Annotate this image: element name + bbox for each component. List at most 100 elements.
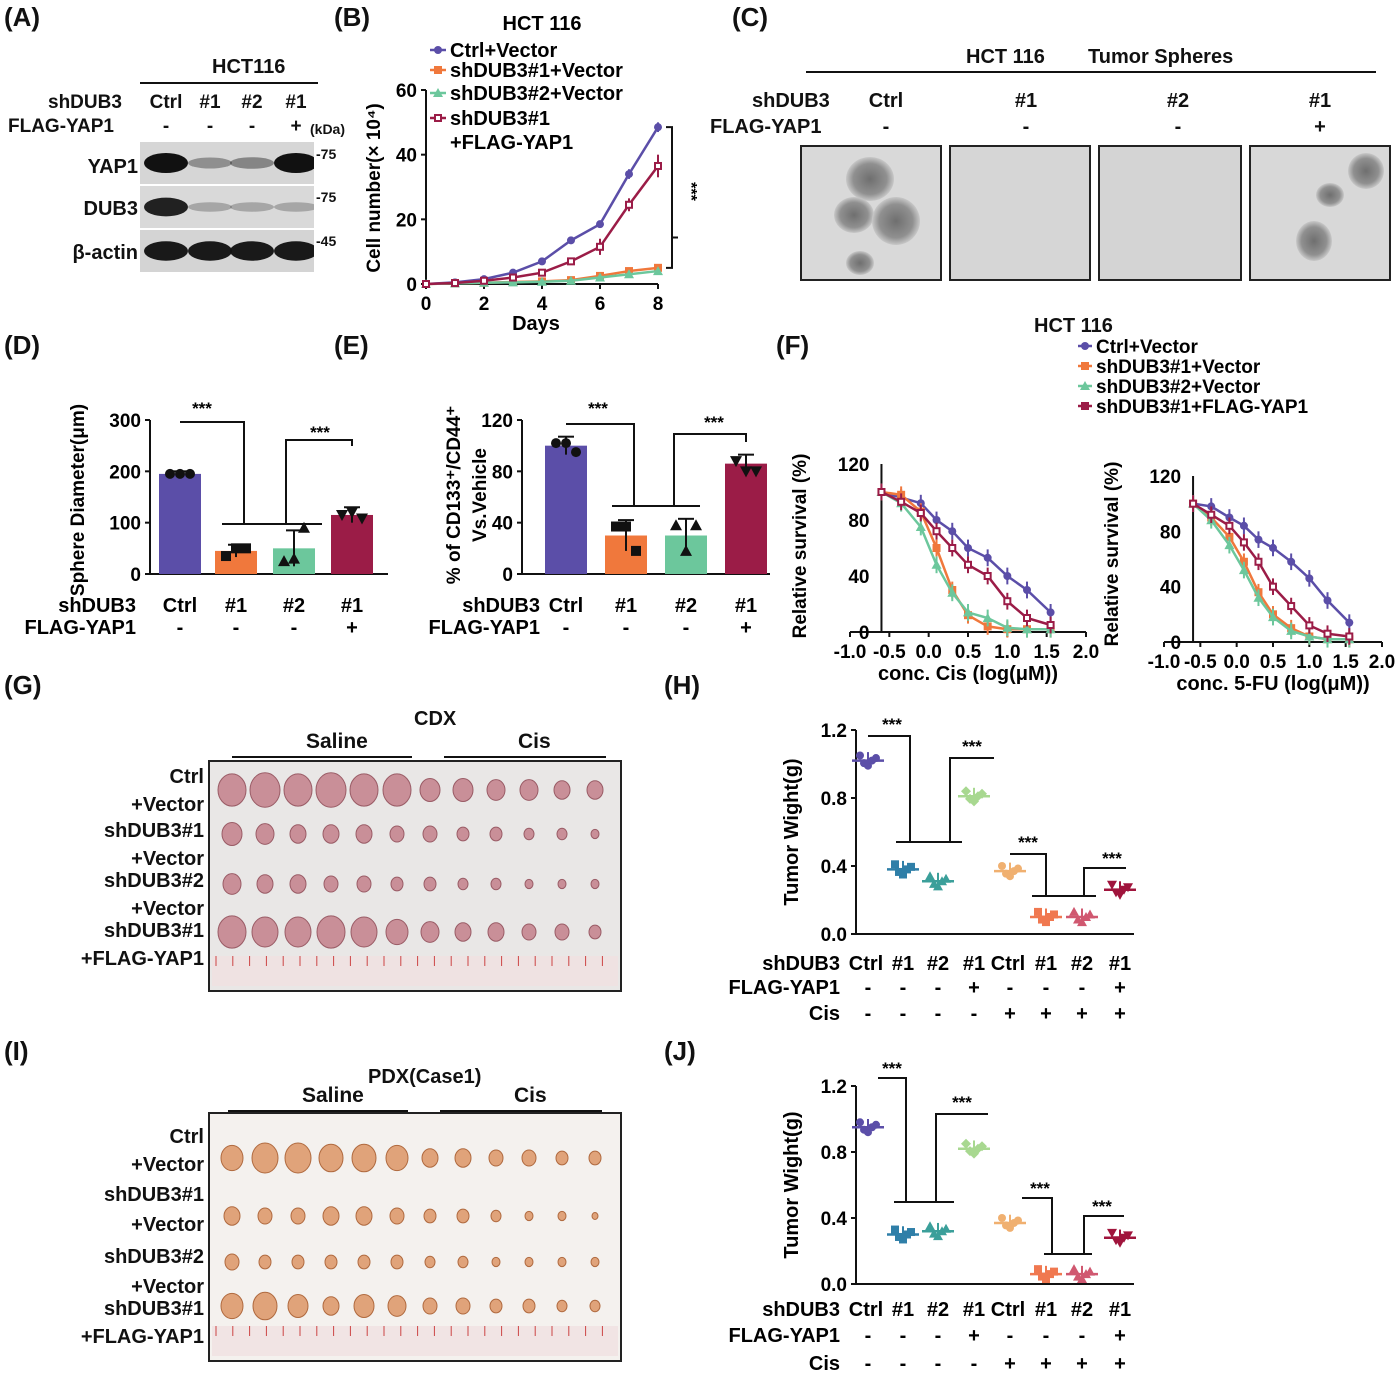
data-point bbox=[356, 513, 368, 525]
tumor bbox=[322, 1206, 340, 1226]
y-tick-label: 40 bbox=[1160, 578, 1181, 599]
panel-c-title-left: HCT 116 bbox=[966, 46, 1045, 68]
significance-label: *** bbox=[310, 423, 330, 442]
data-point bbox=[965, 793, 975, 804]
data-point bbox=[1239, 538, 1248, 547]
flag-sign: - bbox=[162, 116, 170, 137]
panel-f-legend: Ctrl+VectorshDUB3#1+VectorshDUB3#2+Vecto… bbox=[1078, 337, 1308, 418]
x-tick-label: 6 bbox=[595, 294, 606, 315]
data-point bbox=[1046, 608, 1055, 617]
y-tick-label: 40 bbox=[848, 567, 869, 588]
fit-curve bbox=[881, 490, 1052, 614]
blot-label-dub3: DUB3 bbox=[83, 198, 138, 220]
data-point bbox=[1269, 543, 1277, 552]
cis-sign: + bbox=[1004, 1353, 1016, 1374]
tumor bbox=[222, 873, 242, 895]
x-category-label: #1 bbox=[963, 953, 985, 975]
flag-sign: - bbox=[1007, 977, 1014, 999]
lane-label: Ctrl bbox=[868, 90, 904, 112]
row-label-flag-yap1: FLAG-YAP1 bbox=[728, 1325, 840, 1347]
x-tick-label: -0.5 bbox=[1184, 652, 1217, 673]
y-axis-label: Vs.Vehicle bbox=[470, 448, 491, 542]
y-tick-label: 0 bbox=[406, 275, 417, 296]
x-category-label: #2 bbox=[1071, 953, 1093, 975]
tumor bbox=[554, 923, 570, 941]
tumor bbox=[556, 1299, 568, 1313]
flag-sign: - bbox=[233, 617, 240, 639]
data-point bbox=[998, 862, 1006, 870]
tumor bbox=[316, 915, 346, 949]
data-point bbox=[551, 438, 561, 449]
data-point bbox=[278, 555, 290, 567]
y-tick-label: 1.2 bbox=[821, 1077, 847, 1098]
legend-marker bbox=[1081, 362, 1089, 370]
tumor bbox=[489, 1298, 503, 1314]
tumor bbox=[456, 1208, 470, 1224]
data-point bbox=[231, 543, 241, 554]
cis-sign: + bbox=[1040, 1353, 1052, 1374]
cis-sign: - bbox=[865, 1003, 872, 1025]
data-point bbox=[221, 551, 231, 562]
data-point bbox=[1107, 1228, 1117, 1238]
data-point bbox=[1069, 1264, 1079, 1274]
y-tick-label: 80 bbox=[1160, 522, 1181, 543]
data-point bbox=[856, 751, 864, 760]
tumor bbox=[350, 916, 378, 948]
western-blot bbox=[140, 142, 314, 272]
data-point bbox=[175, 468, 185, 479]
significance-bracket bbox=[566, 423, 700, 507]
significance-bracket bbox=[935, 1113, 988, 1202]
data-point bbox=[1023, 586, 1031, 594]
row-label-shdub3: shDUB3 bbox=[762, 1299, 840, 1321]
data-point bbox=[288, 552, 300, 564]
lane-label: #2 bbox=[241, 92, 263, 113]
tumor bbox=[489, 826, 503, 842]
tumor-row-label: shDUB3#2 bbox=[103, 1246, 204, 1268]
tumor-row-label: shDUB3#1 bbox=[103, 920, 204, 942]
marker-75: -75 bbox=[316, 189, 337, 205]
data-point bbox=[1034, 1265, 1042, 1274]
flag-sign: - bbox=[935, 1325, 942, 1347]
data-point bbox=[1239, 521, 1248, 530]
y-tick-label: 100 bbox=[109, 514, 141, 535]
row-label-cis: Cis bbox=[809, 1003, 840, 1025]
tumor bbox=[420, 921, 440, 943]
x-tick-label: 1.0 bbox=[1296, 652, 1322, 673]
row-label-flag-yap1: FLAG-YAP1 bbox=[728, 977, 840, 999]
tumor bbox=[486, 779, 506, 801]
data-point bbox=[680, 544, 692, 556]
divider bbox=[232, 756, 412, 758]
sphere-image-sh1 bbox=[949, 145, 1091, 281]
cis-sign: - bbox=[865, 1353, 872, 1374]
tumor bbox=[284, 916, 312, 948]
row-label-flag-yap1: FLAG-YAP1 bbox=[428, 617, 540, 639]
significance-label: *** bbox=[704, 413, 724, 432]
tumor bbox=[586, 780, 604, 800]
significance-label: *** bbox=[962, 737, 982, 756]
tumor bbox=[322, 824, 340, 844]
data-point bbox=[621, 521, 631, 532]
tumor-row-label: shDUB3#1 bbox=[103, 1184, 204, 1206]
western-blot-band bbox=[274, 241, 314, 261]
data-point bbox=[346, 507, 358, 519]
panel-label-f: (F) bbox=[776, 330, 810, 360]
significance-bracket bbox=[1010, 853, 1096, 897]
y-tick-label: 0 bbox=[859, 623, 870, 644]
lane-label: Ctrl bbox=[149, 92, 183, 113]
cis-sign: - bbox=[935, 1353, 942, 1374]
data-point bbox=[625, 200, 633, 209]
y-tick-label: 0.0 bbox=[821, 925, 847, 946]
row-label-shdub3: shDUB3 bbox=[762, 953, 840, 975]
data-point bbox=[631, 545, 641, 556]
tumor bbox=[553, 780, 571, 800]
tumor bbox=[490, 877, 502, 891]
flag-sign: - bbox=[1022, 116, 1030, 138]
tumor bbox=[217, 773, 247, 807]
x-tick-label: 0.5 bbox=[955, 642, 982, 663]
x-category-label: Ctrl bbox=[849, 1299, 883, 1321]
x-tick-label: 0 bbox=[421, 294, 432, 315]
data-point bbox=[1107, 880, 1117, 890]
x-category-label: #2 bbox=[283, 595, 305, 617]
bar bbox=[725, 463, 767, 574]
